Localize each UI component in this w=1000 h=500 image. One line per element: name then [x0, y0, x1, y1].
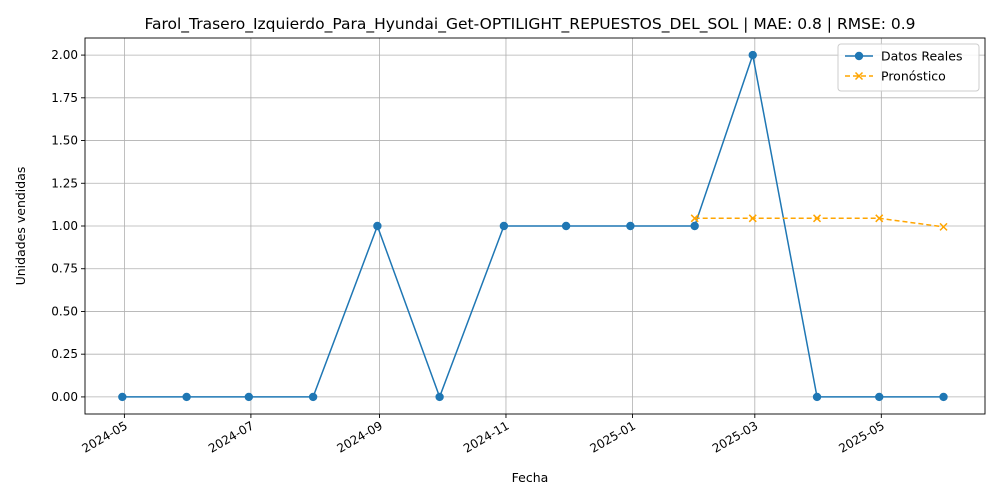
y-tick-label: 2.00	[51, 48, 78, 62]
y-axis-label: Unidades vendidas	[13, 167, 28, 286]
x-tick-label: 2025-03	[710, 418, 760, 455]
data-point	[244, 392, 254, 402]
x-tick-label: 2024-05	[79, 418, 129, 455]
chart-title: Farol_Trasero_Izquierdo_Para_Hyundai_Get…	[144, 15, 915, 34]
y-tick-label: 0.75	[51, 262, 78, 276]
data-point	[812, 392, 822, 402]
series-layer	[118, 50, 948, 402]
x-tick-label: 2024-07	[206, 418, 256, 455]
y-tick-label: 1.25	[51, 176, 78, 190]
y-axis: 0.00 0.25 0.50 0.75 1.00 1.25 1.50 1.75 2.00	[51, 48, 85, 404]
series-line-0	[122, 52, 944, 400]
x-axis: 2024-05 2024-07 2024-09 2024-11 2025-01 2025-…	[79, 414, 887, 456]
data-point	[875, 392, 884, 402]
legend-label-pronostico: Pronóstico	[881, 69, 946, 84]
legend-marker-pronostico	[854, 71, 864, 81]
data-point	[118, 392, 127, 402]
forecast-point	[690, 214, 699, 223]
y-tick-label: 1.75	[51, 91, 78, 105]
y-tick-label: 0.25	[51, 347, 78, 361]
data-point	[499, 221, 509, 231]
x-tick-label: 2025-01	[588, 418, 638, 455]
data-point	[308, 392, 318, 402]
x-tick-label: 2024-11	[461, 418, 511, 455]
forecast-point	[875, 214, 884, 223]
legend-marker-datos-reales	[854, 51, 864, 61]
legend: Datos Reales Pronóstico	[837, 43, 980, 92]
forecast-point	[939, 222, 948, 231]
data-point	[373, 221, 382, 231]
y-tick-label: 0.00	[51, 390, 78, 404]
data-point	[690, 221, 699, 231]
data-point	[182, 392, 191, 402]
y-tick-label: 1.50	[51, 134, 78, 148]
x-tick-label: 2024-09	[335, 418, 385, 455]
forecast-point	[812, 214, 822, 223]
forecast-point	[748, 214, 757, 223]
data-point	[435, 392, 444, 402]
legend-label-datos-reales: Datos Reales	[881, 49, 962, 64]
data-point	[626, 221, 635, 231]
data-point	[939, 392, 948, 402]
data-point	[561, 221, 571, 231]
legend-box	[837, 43, 980, 92]
x-tick-label: 2025-05	[836, 418, 886, 455]
y-tick-label: 0.50	[51, 304, 78, 318]
y-tick-label: 1.00	[51, 219, 78, 233]
x-axis-label: Fecha	[512, 470, 549, 485]
data-point	[748, 50, 757, 60]
